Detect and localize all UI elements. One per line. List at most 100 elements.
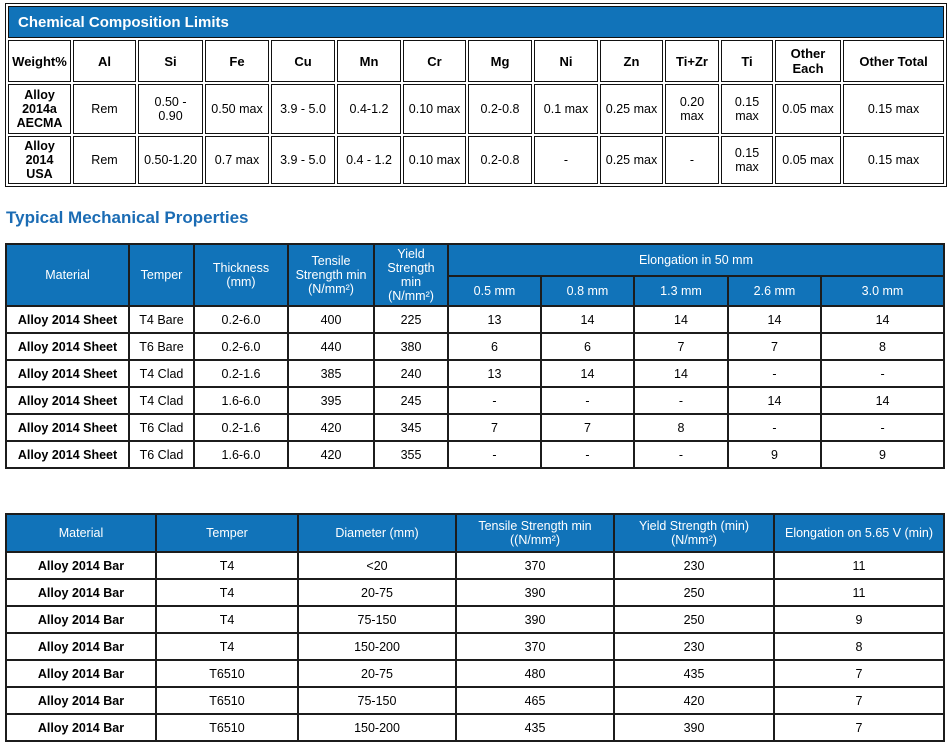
bar-cell: Alloy 2014 Bar: [5, 578, 157, 607]
sheet-cell: 385: [287, 359, 375, 388]
sheet-col-header: Temper: [128, 243, 195, 307]
sheet-cell: -: [727, 413, 822, 442]
chem-cell: 0.10 max: [403, 136, 466, 184]
chem-cell: 0.25 max: [600, 84, 663, 134]
chem-table-title: Chemical Composition Limits: [8, 6, 945, 38]
sheet-cell: 7: [633, 332, 729, 361]
sheet-header-row-sub: 0.5 mm 0.8 mm 1.3 mm 2.6 mm 3.0 mm: [6, 275, 946, 307]
chem-col-header: Other Total: [843, 40, 945, 82]
bar-data-row: Alloy 2014 Bar T4 150-200 370 230 8: [5, 632, 945, 661]
sheet-cell: -: [447, 440, 542, 469]
bar-cell: T4: [155, 605, 299, 634]
chem-col-header: Ti+Zr: [665, 40, 719, 82]
bar-cell: 75-150: [297, 605, 457, 634]
sheet-cell: 7: [447, 413, 542, 442]
sheet-cell: -: [633, 440, 729, 469]
sheet-cell: 440: [287, 332, 375, 361]
bar-cell: 250: [613, 605, 775, 634]
bar-cell: T6510: [155, 659, 299, 688]
bar-cell: Alloy 2014 Bar: [5, 713, 157, 742]
chem-cell: -: [534, 136, 598, 184]
sheet-cell: -: [819, 359, 946, 388]
sheet-cell: 14: [819, 386, 946, 415]
sheet-cell: 420: [287, 440, 375, 469]
bar-cell: Alloy 2014 Bar: [5, 659, 157, 688]
bar-cell: 7: [773, 713, 945, 742]
sheet-cell: 240: [373, 359, 449, 388]
chem-header-row: Weight% Al Si Fe Cu Mn Cr Mg Ni Zn Ti+Zr Ti Other Ea…: [8, 40, 945, 82]
bar-cell: 390: [613, 713, 775, 742]
sheet-elongation-col-header: 0.5 mm: [447, 275, 542, 307]
bar-cell: 435: [613, 659, 775, 688]
chem-data-row: Alloy 2014 USA Rem 0.50-1.20 0.7 max 3.9 - 5…: [8, 136, 945, 184]
sheet-cell: -: [540, 386, 635, 415]
bar-col-header: Diameter (mm): [297, 513, 457, 553]
chem-cell: 0.10 max: [403, 84, 466, 134]
sheet-cell: 400: [287, 305, 375, 334]
sheet-cell: T6 Bare: [128, 332, 195, 361]
bar-cell: 390: [455, 605, 615, 634]
sheet-cell: 0.2-1.6: [193, 413, 289, 442]
bar-cell: 435: [455, 713, 615, 742]
bar-cell: Alloy 2014 Bar: [5, 605, 157, 634]
sheet-cell: 14: [727, 386, 822, 415]
sheet-cell: 225: [373, 305, 449, 334]
chem-cell: 0.50-1.20: [138, 136, 203, 184]
sheet-cell: 1.6-6.0: [193, 440, 289, 469]
bar-data-row: Alloy 2014 Bar T4 75-150 390 250 9: [5, 605, 945, 634]
bar-col-header: Material: [5, 513, 157, 553]
sheet-cell: -: [727, 359, 822, 388]
sheet-cell: Alloy 2014 Sheet: [5, 305, 130, 334]
sheet-cell: 7: [540, 413, 635, 442]
bar-cell: 370: [455, 551, 615, 580]
sheet-col-header: Tensile Strength min (N/mm²): [287, 243, 375, 307]
bar-cell: T6510: [155, 713, 299, 742]
chem-col-header: Al: [73, 40, 136, 82]
sheet-cell: Alloy 2014 Sheet: [5, 332, 130, 361]
sheet-cell: 9: [819, 440, 946, 469]
chem-cell: 0.15 max: [721, 84, 773, 134]
chem-row-header: Alloy 2014 USA: [8, 136, 71, 184]
sheet-cell: 8: [633, 413, 729, 442]
chem-cell: 0.15 max: [721, 136, 773, 184]
sheet-cell: 420: [287, 413, 375, 442]
sheet-data-row: Alloy 2014 Sheet T4 Bare 0.2-6.0 400 225 13 14…: [5, 305, 946, 334]
bar-cell: Alloy 2014 Bar: [5, 551, 157, 580]
chem-cell: 0.50 - 0.90: [138, 84, 203, 134]
bar-data-row: Alloy 2014 Bar T6510 20-75 480 435 7: [5, 659, 945, 688]
sheet-cell: -: [540, 440, 635, 469]
sheet-header-row-top: Material Temper Thickness (mm) Tensile Stre…: [5, 243, 946, 307]
sheet-cell: 13: [447, 305, 542, 334]
bar-cell: Alloy 2014 Bar: [5, 632, 157, 661]
chem-cell: Rem: [73, 136, 136, 184]
sheet-cell: T4 Clad: [128, 359, 195, 388]
sheet-cell: -: [633, 386, 729, 415]
sheet-data-row: Alloy 2014 Sheet T6 Clad 1.6-6.0 420 355- - -9…: [5, 440, 946, 469]
bar-cell: 20-75: [297, 659, 457, 688]
bar-cell: 75-150: [297, 686, 457, 715]
sheet-elongation-col-header: 3.0 mm: [819, 275, 946, 307]
sheet-cell: T6 Clad: [128, 440, 195, 469]
chem-col-header: Cu: [271, 40, 335, 82]
bar-cell: T4: [155, 632, 299, 661]
bar-data-row: Alloy 2014 Bar T6510 150-200 435 390 7: [5, 713, 945, 742]
bar-data-row: Alloy 2014 Bar T6510 75-150 465 420 7: [5, 686, 945, 715]
sheet-cell: -: [447, 386, 542, 415]
bar-cell: 480: [455, 659, 615, 688]
sheet-col-header: Yield Strength min (N/mm²): [373, 243, 449, 307]
chem-col-header: Cr: [403, 40, 466, 82]
sheet-data-row: Alloy 2014 Sheet T6 Clad 0.2-1.6 420 345 7 7 8-…: [5, 413, 946, 442]
bar-cell: 250: [613, 578, 775, 607]
chem-col-header: Ni: [534, 40, 598, 82]
sheet-cell: -: [819, 413, 946, 442]
chem-title-row: Chemical Composition Limits: [8, 6, 945, 38]
chem-cell: 0.05 max: [775, 136, 841, 184]
sheet-elongation-col-header: 0.8 mm: [540, 275, 635, 307]
bar-cell: 390: [455, 578, 615, 607]
sheet-col-header: Thickness (mm): [193, 243, 289, 307]
bar-cell: <20: [297, 551, 457, 580]
bar-cell: 20-75: [297, 578, 457, 607]
bar-cell: 230: [613, 632, 775, 661]
chem-cell: Rem: [73, 84, 136, 134]
